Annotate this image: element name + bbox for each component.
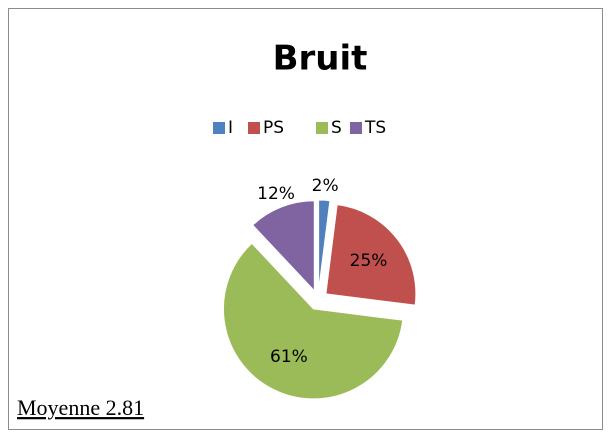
legend-swatch <box>213 122 225 134</box>
legend-swatch <box>248 122 260 134</box>
pie-slice <box>252 200 315 292</box>
data-label: 61% <box>270 347 308 367</box>
pie-slice <box>318 199 331 291</box>
legend-label: TS <box>364 118 386 138</box>
data-label: 12% <box>257 184 295 204</box>
legend-label: I <box>228 118 233 138</box>
legend-swatch <box>350 122 362 134</box>
pie-slice <box>223 242 404 400</box>
data-label: 25% <box>350 251 388 271</box>
caption: Moyenne 2.81 <box>17 395 144 420</box>
legend-swatch <box>316 122 328 134</box>
pie-slice <box>325 204 417 306</box>
legend-label: S <box>331 118 342 138</box>
legend-label: PS <box>263 118 284 138</box>
chart-title: Bruit <box>273 39 368 79</box>
data-label: 2% <box>312 176 339 196</box>
